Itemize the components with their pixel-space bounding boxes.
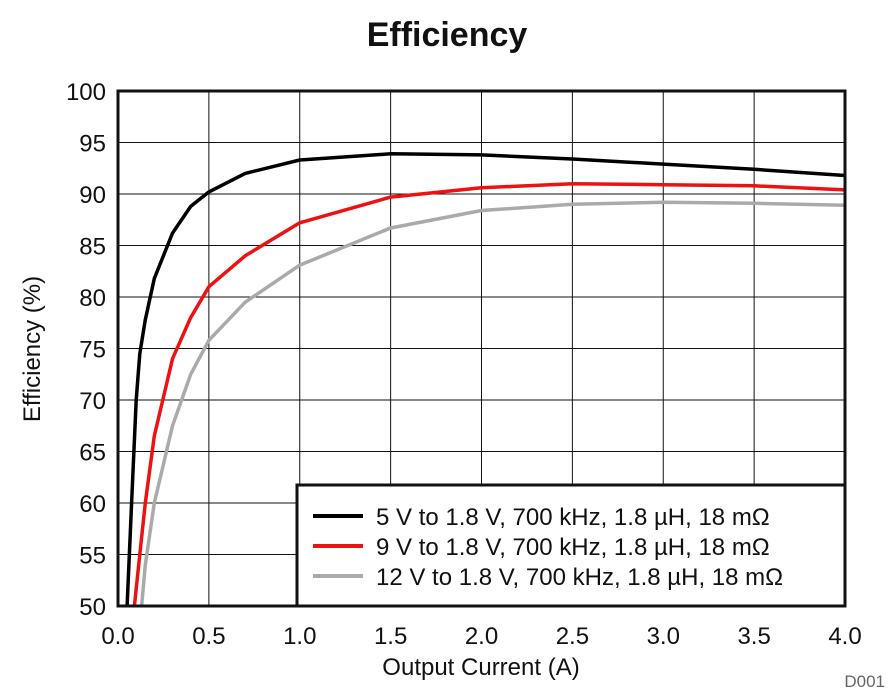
grid-lines [118, 91, 845, 606]
series-line-1 [125, 152, 846, 607]
y-tick-label: 75 [79, 337, 106, 364]
y-tick-label: 70 [79, 388, 106, 415]
y-tick-label: 100 [66, 79, 106, 106]
legend: 5 V to 1.8 V, 700 kHz, 1.8 µH, 18 mΩ 9 V … [295, 483, 847, 608]
x-tick-label: 4.0 [828, 623, 861, 650]
y-axis-label: Efficiency (%) [19, 276, 46, 422]
x-tick-label: 3.0 [647, 623, 680, 650]
y-tick-label: 65 [79, 440, 106, 467]
x-tick-label: 1.0 [283, 623, 316, 650]
y-tick-label: 90 [79, 182, 106, 209]
tick-labels: 0.0 0.5 1.0 1.5 2.0 2.5 3.0 3.5 4.0 50 55 60 65 70 75 8… [66, 79, 862, 650]
series-lines [125, 152, 846, 607]
x-tick-label: 1.5 [374, 623, 407, 650]
chart-title: Efficiency [367, 16, 528, 54]
x-tick-label: 2.5 [556, 623, 589, 650]
x-tick-label: 3.5 [737, 623, 770, 650]
y-tick-label: 80 [79, 285, 106, 312]
legend-box [295, 483, 847, 608]
x-tick-label: 0.0 [101, 623, 134, 650]
y-tick-label: 50 [79, 594, 106, 621]
legend-label-1: 5 V to 1.8 V, 700 kHz, 1.8 µH, 18 mΩ [376, 504, 770, 531]
y-tick-label: 85 [79, 234, 106, 261]
series-line-2 [132, 181, 846, 607]
y-tick-label: 95 [79, 131, 106, 158]
y-tick-label: 60 [79, 491, 106, 518]
figure-id: D001 [844, 672, 885, 691]
x-tick-label: 0.5 [192, 623, 225, 650]
series-line-3 [139, 200, 846, 607]
legend-label-2: 9 V to 1.8 V, 700 kHz, 1.8 µH, 18 mΩ [376, 534, 770, 561]
x-axis-label: Output Current (A) [382, 654, 579, 681]
y-tick-label: 55 [79, 543, 106, 570]
legend-label-3: 12 V to 1.8 V, 700 kHz, 1.8 µH, 18 mΩ [376, 564, 783, 591]
x-tick-label: 2.0 [465, 623, 498, 650]
